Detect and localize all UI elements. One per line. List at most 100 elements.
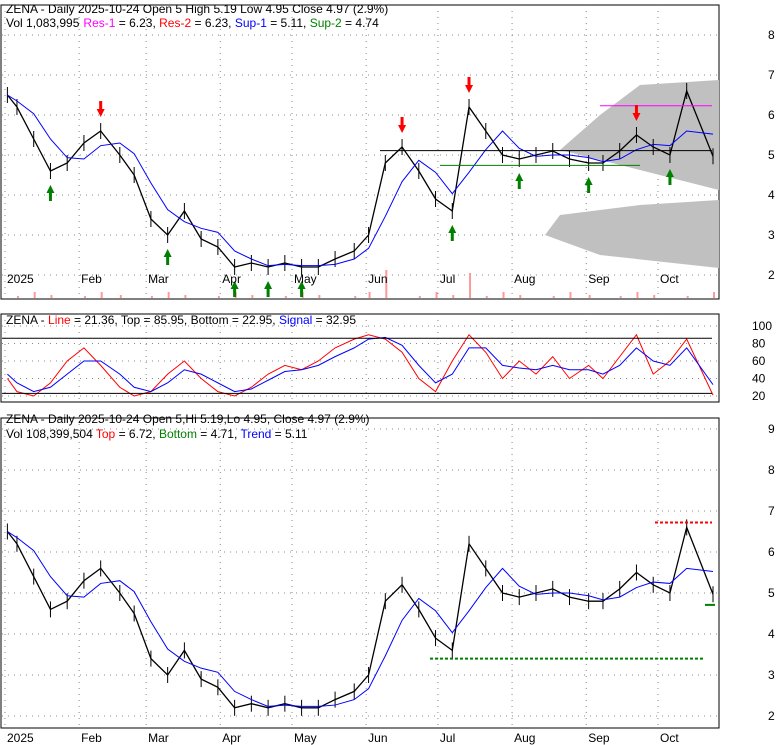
chart-marks [2, 77, 715, 716]
trend-legend: Vol 108,399,504 Top = 6.72, Bottom = 4.7… [6, 427, 308, 441]
y-tick-label-oscillator: 100 [752, 319, 772, 333]
y-tick-label-price: 6 [768, 108, 775, 122]
volume-bar [318, 295, 321, 298]
legend-sup1-value: = 5.11, [267, 16, 310, 30]
volume-profile-upper [560, 80, 719, 190]
oscillator-legend: ZENA - Line = 21.36, Top = 85.95, Bottom… [6, 313, 356, 327]
buy-arrow [264, 281, 273, 297]
volume-bar [653, 295, 656, 298]
x-tick-label-price: Mar [148, 272, 169, 286]
x-tick-label-trend: Feb [81, 731, 102, 745]
x-tick-label-trend: Sep [588, 731, 610, 745]
volume-bar [713, 292, 715, 298]
sell-arrow [632, 105, 641, 121]
y-tick-label-oscillator: 80 [752, 337, 766, 351]
sell-arrow [465, 77, 474, 93]
volume-bar [150, 296, 153, 298]
x-tick-label-price: Jul [440, 272, 455, 286]
volume-bar [686, 296, 689, 298]
x-tick-label-price: Jun [368, 272, 387, 286]
volume-bar [502, 292, 505, 298]
x-tick-label-price: May [294, 272, 317, 286]
legend-res1-value: = 6.23, [115, 16, 159, 30]
osc-line-label: Line [48, 313, 71, 327]
volume-bar [569, 292, 572, 298]
y-tick-label-oscillator: 60 [752, 354, 766, 368]
axis-ticks: 20252025FebFebMarMarAprAprMayMayJunJunJu… [7, 28, 775, 745]
volume-bar [552, 296, 555, 298]
volume-bar [418, 296, 421, 298]
volume-bar [636, 292, 639, 298]
legend-vol: Vol 1,083,995 [6, 16, 80, 30]
volume-bar [33, 292, 36, 298]
x-tick-label-price: Apr [222, 272, 241, 286]
volume-bar [16, 296, 19, 298]
trend-price-line [6, 525, 714, 709]
x-tick-label-trend: 2025 [7, 731, 34, 745]
trend-trend-value: = 5.11 [271, 427, 307, 441]
volume-bar [485, 296, 488, 298]
y-tick-label-price: 5 [768, 148, 775, 162]
volume-bar [251, 295, 254, 298]
buy-arrow [297, 281, 306, 297]
y-tick-label-price: 8 [768, 28, 775, 42]
oscillator-signal [7, 336, 714, 393]
volume-bar [619, 296, 622, 298]
trend-top-value: = 6.72, [115, 427, 159, 441]
volume-bar [119, 295, 122, 298]
y-tick-label-price: 4 [768, 188, 775, 202]
x-tick-label-trend: Jun [368, 731, 387, 745]
legend-sup2: Sup-2 [310, 16, 342, 30]
y-tick-label-trend: 2 [768, 709, 775, 723]
x-tick-label-price: Oct [660, 272, 679, 286]
osc-signal-label: Signal [279, 313, 312, 327]
trend-bottom-value: = 4.71, [197, 427, 240, 441]
sell-arrow [96, 101, 105, 117]
trend-bottom-label: Bottom [159, 427, 197, 441]
trend-line [7, 531, 714, 707]
y-tick-label-price: 2 [768, 268, 775, 282]
buy-arrow [230, 281, 239, 297]
y-tick-label-trend: 6 [768, 545, 775, 559]
volume-bar [519, 295, 522, 298]
trend-title: ZENA - Daily 2025-10-24 Open 5,Hi 5.19,L… [6, 412, 370, 426]
volume-bar [100, 292, 103, 298]
buy-arrow [515, 173, 524, 189]
price-title: ZENA - Daily 2025-10-24 Open 5 High 5.19… [6, 2, 388, 16]
y-tick-label-oscillator: 20 [752, 389, 766, 403]
osc-line-values: = 21.36, Top = 85.95, Bottom = 22.95, [71, 313, 279, 327]
osc-signal-value: = 32.95 [312, 313, 356, 327]
volume-bar [469, 273, 472, 298]
x-tick-label-trend: Oct [660, 731, 679, 745]
volume-bar [184, 295, 187, 298]
legend-res2: Res-2 [159, 16, 191, 30]
legend-sup2-value: = 4.74 [342, 16, 379, 30]
volume-bar [385, 270, 388, 298]
legend-res1: Res-1 [83, 16, 115, 30]
y-tick-label-trend: 4 [768, 627, 775, 641]
trend-trend-label: Trend [240, 427, 271, 441]
volume-bar [284, 296, 287, 298]
y-tick-label-trend: 9 [768, 422, 775, 436]
x-tick-label-trend: Jul [440, 731, 455, 745]
trend-top-label: Top [96, 427, 116, 441]
legend-sup1: Sup-1 [235, 16, 267, 30]
buy-arrow [448, 225, 457, 241]
volume-bar [435, 292, 438, 298]
y-tick-label-price: 3 [768, 228, 775, 242]
gridlines [2, 5, 718, 728]
osc-symbol: ZENA - [6, 313, 48, 327]
x-tick-label-price: 2025 [7, 272, 34, 286]
y-tick-label-trend: 7 [768, 504, 775, 518]
volume-bar [50, 295, 53, 298]
volume-bar [167, 292, 170, 298]
volume-bar [588, 295, 591, 298]
x-tick-label-price: Sep [588, 272, 610, 286]
oscillator-line [6, 333, 714, 397]
x-tick-label-trend: Apr [222, 731, 241, 745]
y-tick-label-trend: 3 [768, 668, 775, 682]
volume-bar [368, 292, 371, 298]
x-tick-label-trend: Mar [148, 731, 169, 745]
volume-bar [452, 295, 455, 298]
trend-panel-frame [0, 417, 720, 729]
